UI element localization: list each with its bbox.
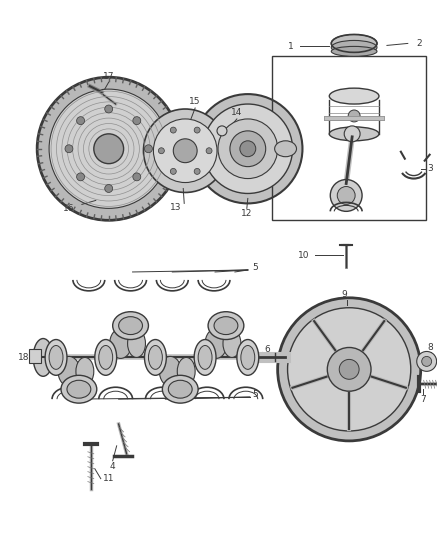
Ellipse shape xyxy=(331,46,377,56)
Ellipse shape xyxy=(99,345,113,369)
Ellipse shape xyxy=(45,340,67,375)
Circle shape xyxy=(218,119,278,179)
Text: 13: 13 xyxy=(170,203,181,212)
Ellipse shape xyxy=(194,340,216,375)
Text: 3: 3 xyxy=(428,164,434,173)
Circle shape xyxy=(422,357,431,366)
Ellipse shape xyxy=(76,358,94,385)
Ellipse shape xyxy=(177,358,195,385)
Ellipse shape xyxy=(110,329,131,358)
Circle shape xyxy=(278,298,421,441)
Text: 12: 12 xyxy=(241,209,253,218)
Circle shape xyxy=(230,131,266,167)
Text: 4: 4 xyxy=(110,462,116,471)
Ellipse shape xyxy=(113,312,148,340)
Text: 8: 8 xyxy=(428,343,434,352)
Circle shape xyxy=(337,187,355,204)
Ellipse shape xyxy=(145,340,166,375)
Circle shape xyxy=(105,184,113,192)
Ellipse shape xyxy=(205,329,227,358)
Text: 9: 9 xyxy=(341,290,347,300)
Circle shape xyxy=(170,127,176,133)
Circle shape xyxy=(133,117,141,125)
Ellipse shape xyxy=(237,340,259,375)
Ellipse shape xyxy=(67,380,91,398)
Ellipse shape xyxy=(331,41,377,54)
Ellipse shape xyxy=(348,110,360,122)
Ellipse shape xyxy=(119,317,142,335)
Ellipse shape xyxy=(127,329,145,358)
Text: 7: 7 xyxy=(420,394,426,403)
Text: 5: 5 xyxy=(252,390,258,399)
Ellipse shape xyxy=(95,340,117,375)
Ellipse shape xyxy=(223,329,241,358)
Circle shape xyxy=(194,127,200,133)
Ellipse shape xyxy=(329,88,379,104)
Ellipse shape xyxy=(198,345,212,369)
Text: 18: 18 xyxy=(18,353,29,362)
Circle shape xyxy=(217,126,227,136)
Text: 6: 6 xyxy=(265,345,271,354)
Bar xyxy=(272,56,426,220)
Circle shape xyxy=(203,104,293,193)
Circle shape xyxy=(153,119,217,182)
Circle shape xyxy=(240,141,256,157)
Text: 16: 16 xyxy=(63,204,75,213)
Circle shape xyxy=(417,351,437,372)
Circle shape xyxy=(327,348,371,391)
Circle shape xyxy=(206,148,212,154)
Bar xyxy=(29,350,41,364)
Ellipse shape xyxy=(214,317,238,335)
Text: 14: 14 xyxy=(231,109,243,117)
Ellipse shape xyxy=(58,357,80,386)
Circle shape xyxy=(173,139,197,163)
Ellipse shape xyxy=(148,345,162,369)
Circle shape xyxy=(330,180,362,212)
Text: 10: 10 xyxy=(298,251,309,260)
Ellipse shape xyxy=(33,338,53,376)
Ellipse shape xyxy=(208,312,244,340)
Circle shape xyxy=(65,145,73,153)
Ellipse shape xyxy=(159,357,181,386)
Circle shape xyxy=(77,117,85,125)
Circle shape xyxy=(144,109,227,192)
Circle shape xyxy=(77,173,85,181)
Text: 1: 1 xyxy=(288,42,293,51)
Circle shape xyxy=(170,168,176,174)
Circle shape xyxy=(344,126,360,142)
Circle shape xyxy=(49,89,168,208)
Text: 15: 15 xyxy=(189,96,201,106)
Circle shape xyxy=(94,134,124,164)
Text: 17: 17 xyxy=(103,72,114,80)
Ellipse shape xyxy=(49,345,63,369)
Circle shape xyxy=(193,94,303,204)
Circle shape xyxy=(159,148,164,154)
Ellipse shape xyxy=(329,127,379,141)
Circle shape xyxy=(133,173,141,181)
Circle shape xyxy=(194,168,200,174)
Circle shape xyxy=(37,77,180,220)
Ellipse shape xyxy=(162,375,198,403)
Ellipse shape xyxy=(275,141,297,157)
Circle shape xyxy=(288,308,411,431)
Circle shape xyxy=(339,359,359,379)
Text: 5: 5 xyxy=(252,263,258,272)
Ellipse shape xyxy=(61,375,97,403)
Ellipse shape xyxy=(168,380,192,398)
Text: 11: 11 xyxy=(103,474,114,483)
Circle shape xyxy=(145,145,152,153)
Ellipse shape xyxy=(241,345,255,369)
Circle shape xyxy=(105,105,113,113)
Text: 2: 2 xyxy=(416,39,421,48)
Ellipse shape xyxy=(331,35,377,52)
